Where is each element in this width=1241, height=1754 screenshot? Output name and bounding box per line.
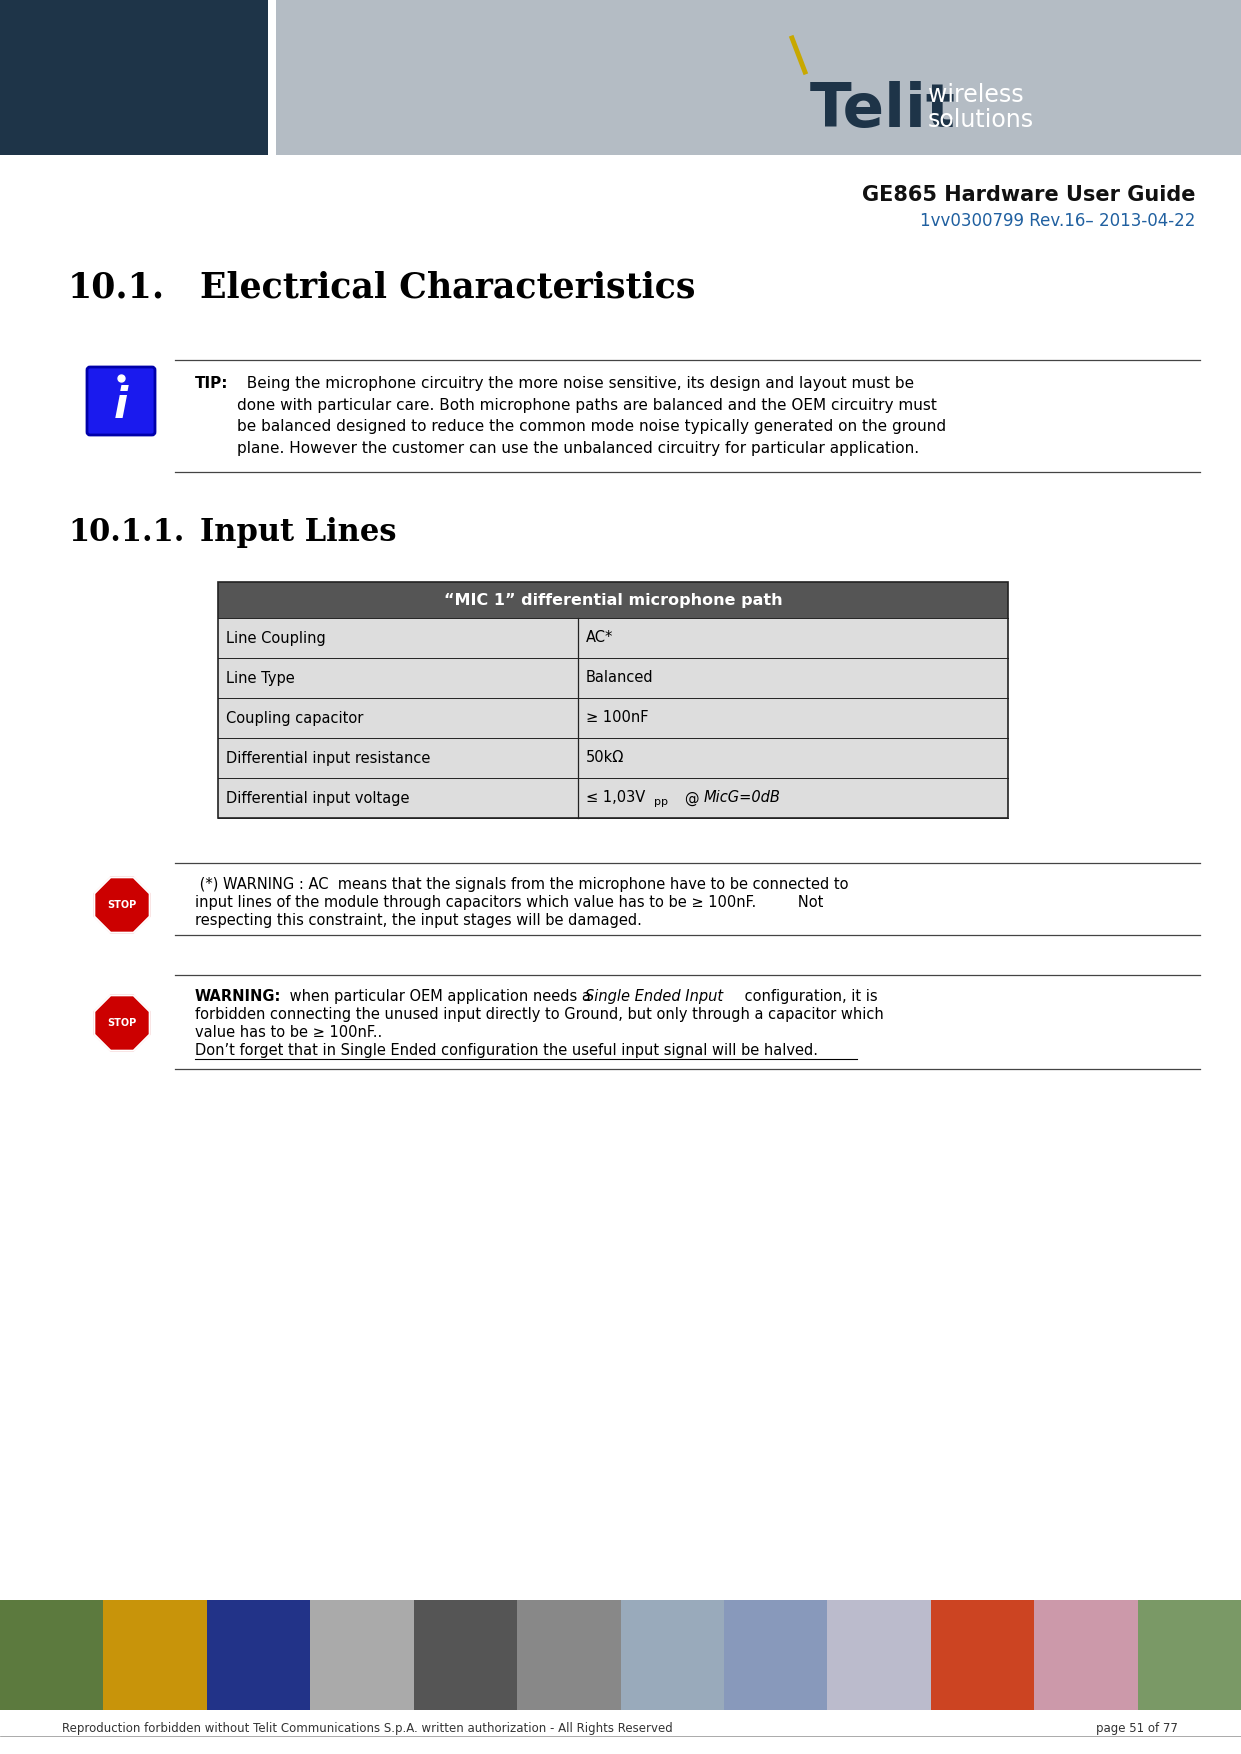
Bar: [218, 738, 1008, 779]
Text: (*) WARNING : AC  means that the signals from the microphone have to be connecte: (*) WARNING : AC means that the signals …: [195, 877, 849, 893]
Bar: [207, 1600, 311, 1710]
Text: Reproduction forbidden without Telit Communications S.p.A. written authorization: Reproduction forbidden without Telit Com…: [62, 1722, 673, 1735]
Bar: [103, 1600, 207, 1710]
Text: STOP: STOP: [108, 1017, 137, 1028]
Bar: [931, 1600, 1035, 1710]
Text: 10.1.: 10.1.: [68, 270, 165, 303]
Text: solutions: solutions: [928, 109, 1034, 132]
FancyBboxPatch shape: [87, 367, 155, 435]
Bar: [218, 698, 1008, 738]
Polygon shape: [94, 995, 150, 1051]
Bar: [517, 1600, 622, 1710]
Text: GE865 Hardware User Guide: GE865 Hardware User Guide: [861, 184, 1195, 205]
Text: Single Ended Input: Single Ended Input: [585, 989, 724, 1003]
Text: forbidden connecting the unused input directly to Ground, but only through a cap: forbidden connecting the unused input di…: [195, 1007, 884, 1023]
Text: Balanced: Balanced: [586, 670, 654, 686]
Bar: [218, 582, 1008, 617]
Text: pp: pp: [654, 796, 668, 807]
Text: ≤ 1,03V: ≤ 1,03V: [586, 791, 645, 805]
Text: @: @: [671, 791, 704, 805]
Text: wireless: wireless: [928, 82, 1024, 107]
Polygon shape: [94, 995, 150, 1051]
Text: Being the microphone circuitry the more noise sensitive, its design and layout m: Being the microphone circuitry the more …: [237, 375, 946, 456]
Text: ≥ 100nF: ≥ 100nF: [586, 710, 649, 726]
Text: Input Lines: Input Lines: [200, 517, 397, 547]
Bar: [276, 0, 1241, 154]
Bar: [218, 582, 1008, 817]
Bar: [1138, 1600, 1241, 1710]
Bar: [413, 1600, 517, 1710]
Bar: [1034, 1600, 1138, 1710]
Text: Line Coupling: Line Coupling: [226, 630, 325, 645]
Text: MicG=0dB: MicG=0dB: [704, 791, 781, 805]
Bar: [0, 0, 268, 154]
Text: Differential input resistance: Differential input resistance: [226, 751, 431, 765]
Text: configuration, it is: configuration, it is: [740, 989, 877, 1003]
Text: STOP: STOP: [108, 900, 137, 910]
Polygon shape: [94, 877, 150, 933]
Text: 50kΩ: 50kΩ: [586, 751, 624, 765]
Text: Coupling capacitor: Coupling capacitor: [226, 710, 364, 726]
Text: TIP:: TIP:: [195, 375, 228, 391]
Text: i: i: [114, 384, 128, 426]
Bar: [218, 617, 1008, 658]
Text: “MIC 1” differential microphone path: “MIC 1” differential microphone path: [444, 593, 782, 607]
Text: Differential input voltage: Differential input voltage: [226, 791, 410, 805]
Text: Telit: Telit: [810, 81, 956, 140]
Polygon shape: [94, 877, 150, 933]
Text: page 51 of 77: page 51 of 77: [1096, 1722, 1178, 1735]
Text: Don’t forget that in Single Ended configuration the useful input signal will be : Don’t forget that in Single Ended config…: [195, 1044, 818, 1058]
Text: 10.1.1.: 10.1.1.: [68, 517, 185, 547]
Bar: [310, 1600, 414, 1710]
Text: WARNING:: WARNING:: [195, 989, 282, 1003]
Text: 1vv0300799 Rev.16– 2013-04-22: 1vv0300799 Rev.16– 2013-04-22: [920, 212, 1195, 230]
Text: input lines of the module through capacitors which value has to be ≥ 100nF.     : input lines of the module through capaci…: [195, 895, 823, 910]
Text: respecting this constraint, the input stages will be damaged.: respecting this constraint, the input st…: [195, 914, 642, 928]
Bar: [218, 779, 1008, 817]
Text: value has to be ≥ 100nF..: value has to be ≥ 100nF..: [195, 1024, 382, 1040]
Bar: [828, 1600, 932, 1710]
Text: Line Type: Line Type: [226, 670, 295, 686]
Bar: [0, 1600, 104, 1710]
Text: when particular OEM application needs a: when particular OEM application needs a: [285, 989, 596, 1003]
Bar: [218, 658, 1008, 698]
Text: AC*: AC*: [586, 630, 613, 645]
Bar: [620, 1600, 725, 1710]
Text: Electrical Characteristics: Electrical Characteristics: [200, 270, 695, 303]
Bar: [724, 1600, 828, 1710]
